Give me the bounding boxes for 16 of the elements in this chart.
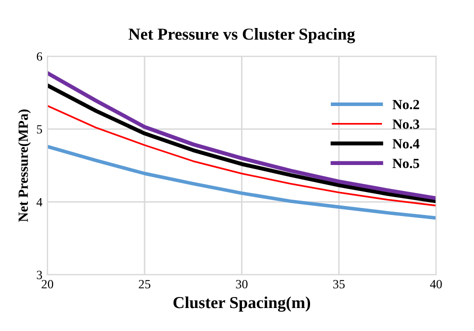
x-axis-title: Cluster Spacing(m): [173, 296, 310, 312]
y-axis-title: Net Pressure(MPa): [18, 109, 31, 222]
y-tick-label: 4: [36, 198, 42, 206]
y-tick-label: 3: [36, 270, 42, 280]
x-tick-label: 20: [42, 280, 54, 288]
legend-label: No.5: [392, 158, 420, 168]
x-tick-label: 30: [236, 280, 248, 288]
x-tick-label: 40: [430, 280, 442, 288]
legend-label: No.2: [392, 100, 420, 110]
x-tick-label: 25: [138, 280, 150, 288]
legend-label: No.3: [392, 120, 420, 129]
x-tick-label: 35: [333, 280, 345, 288]
y-tick-label: 6: [36, 52, 42, 61]
y-tick-label: 5: [37, 125, 42, 134]
legend-label: No.4: [392, 139, 420, 149]
chart-title: Net Pressure vs Cluster Spacing: [128, 28, 356, 44]
